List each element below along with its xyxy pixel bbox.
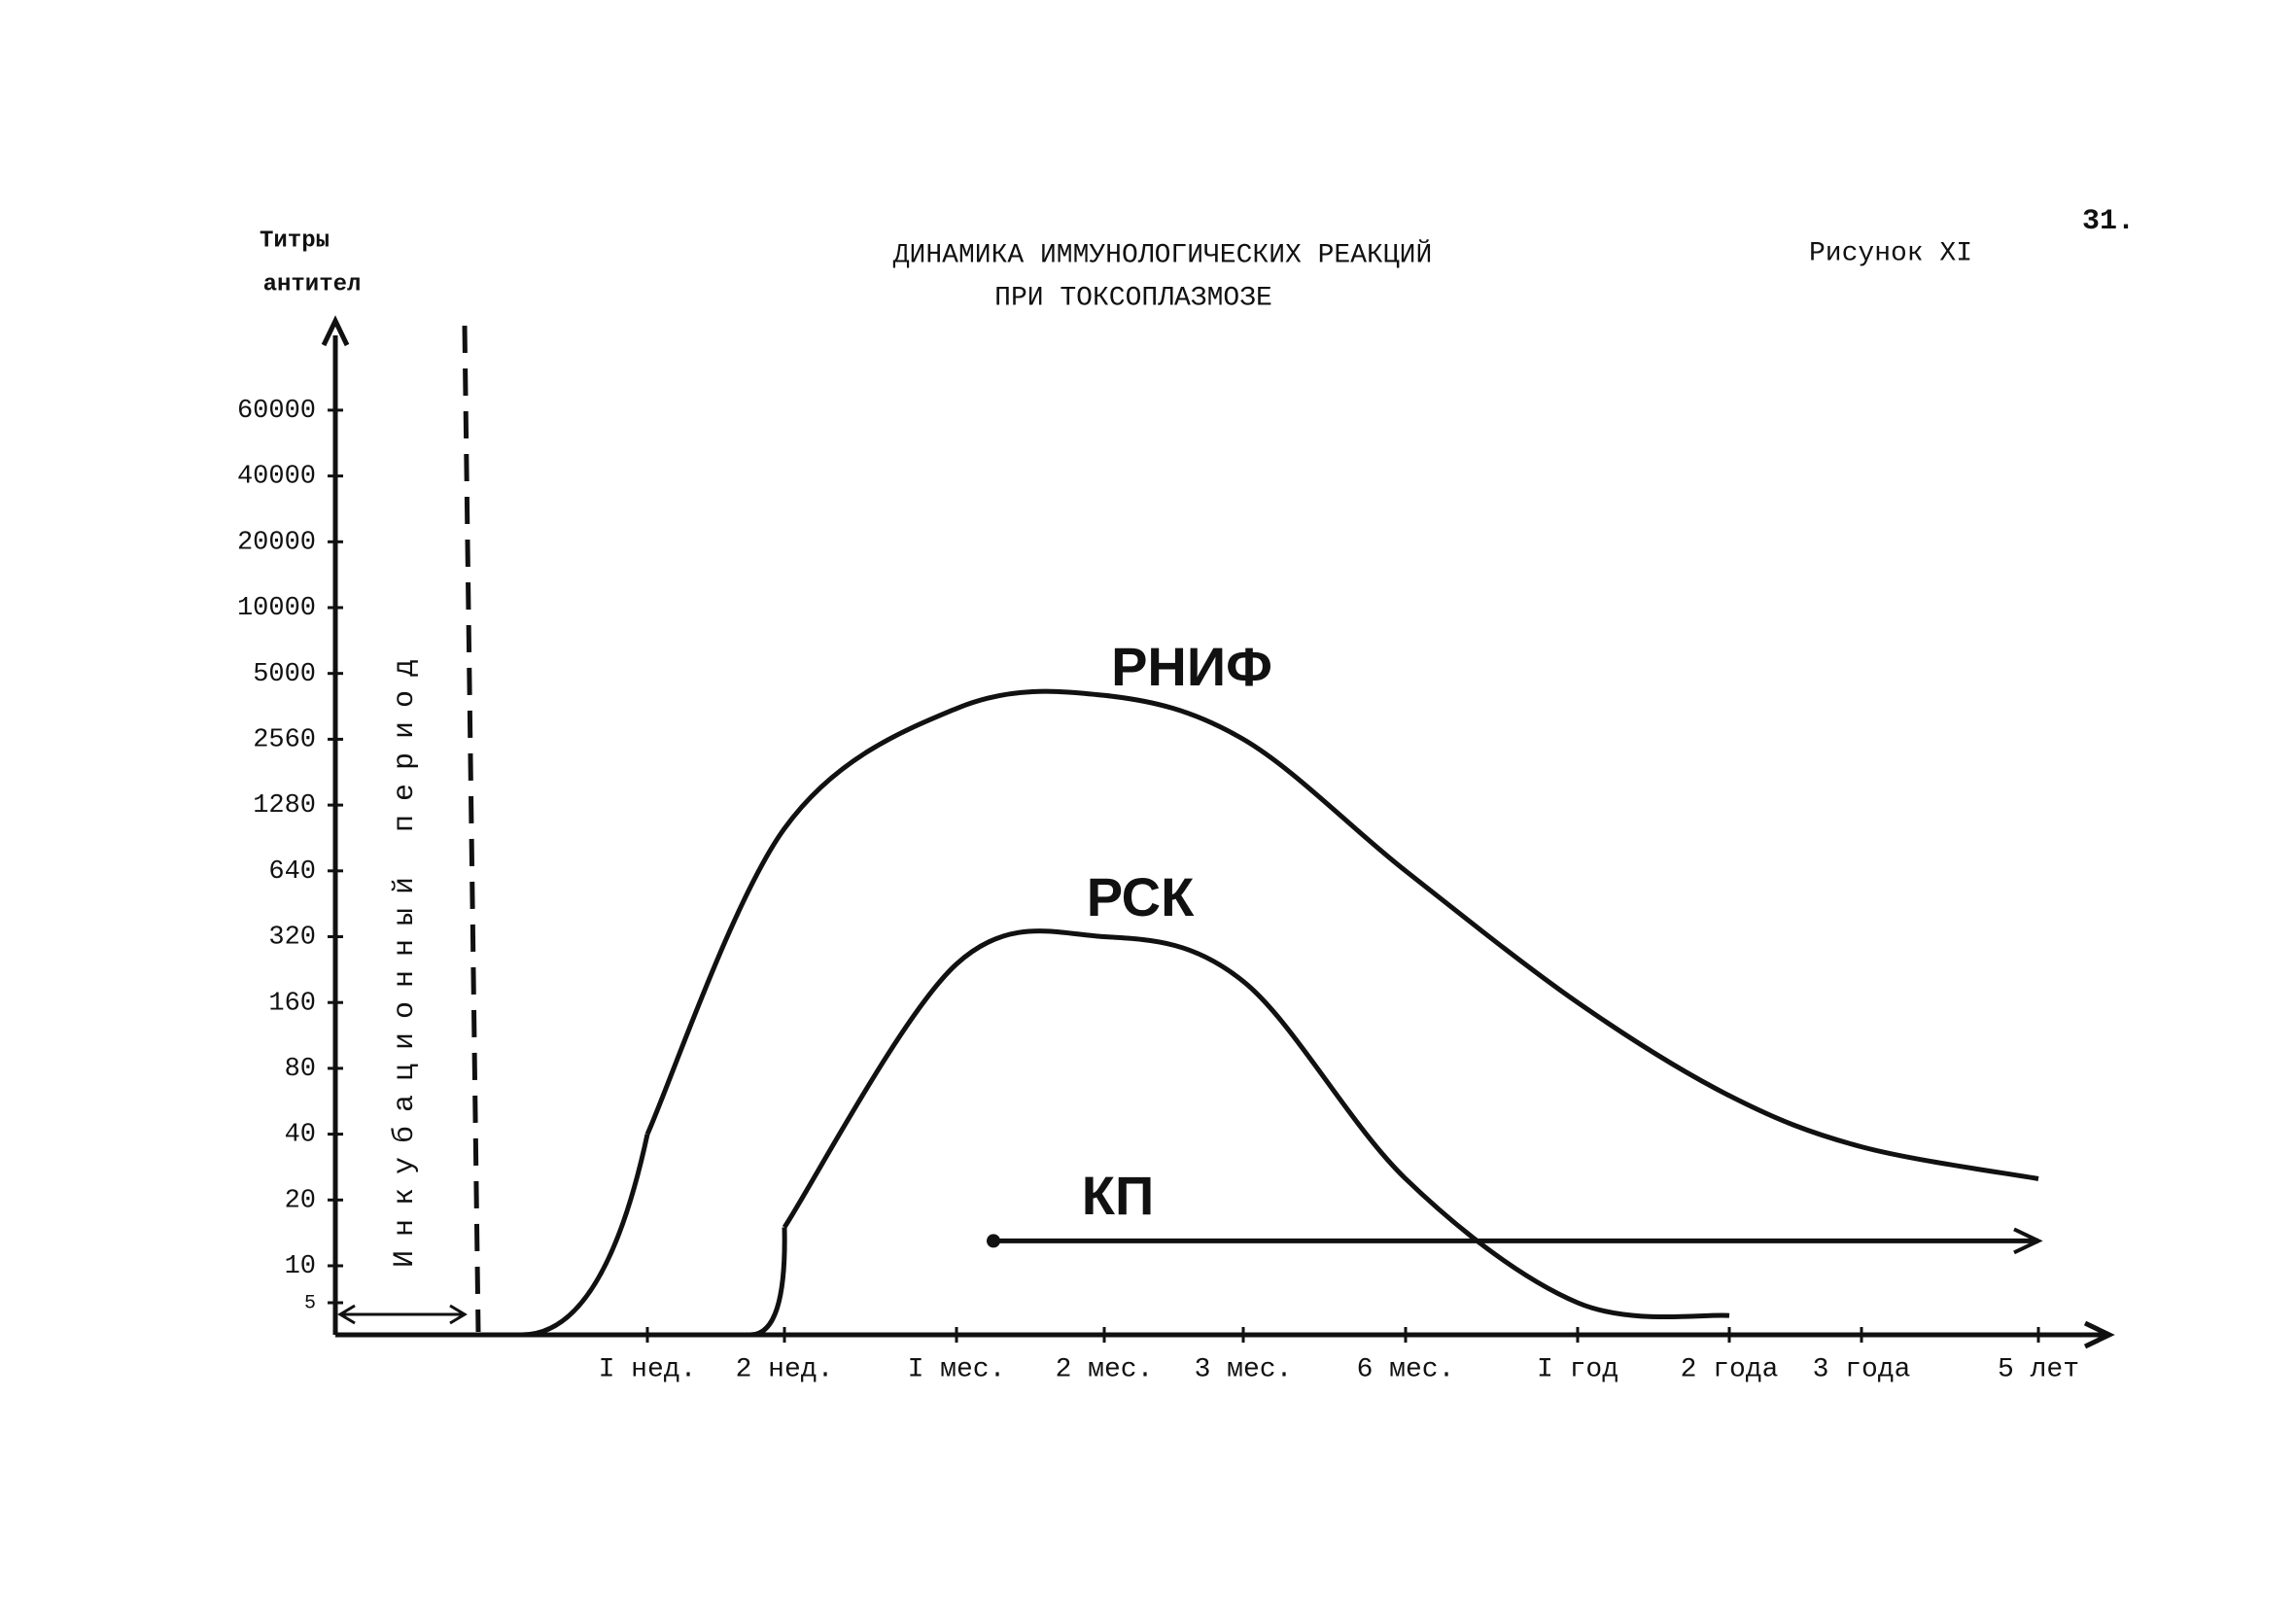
series-start-dot xyxy=(987,1234,1000,1248)
y-tick-label: 1280 xyxy=(253,791,316,821)
y-tick-label: 40000 xyxy=(237,463,316,492)
x-tick-label: 2 мес. xyxy=(1056,1354,1154,1384)
y-label: Титры xyxy=(260,227,330,254)
x-tick-label: 6 мес. xyxy=(1357,1354,1455,1384)
series-label: РСК xyxy=(1087,866,1195,927)
series-label: РНИФ xyxy=(1111,636,1272,697)
y-tick-label: 640 xyxy=(268,857,316,887)
x-tick-label: I нед. xyxy=(599,1354,697,1384)
x-axis-arrow xyxy=(2083,1320,2115,1349)
y-axis-arrow xyxy=(321,315,350,347)
y-tick-label: 20 xyxy=(285,1186,316,1215)
series-lead-in xyxy=(521,1134,650,1338)
y-tick-label: 20000 xyxy=(237,528,316,557)
y-tick-label: 60000 xyxy=(237,397,316,426)
incubation-label: Инкубационный период xyxy=(389,646,422,1268)
x-tick-label: 3 года xyxy=(1813,1354,1911,1384)
y-tick-label: 5 xyxy=(304,1292,316,1314)
y-label: антител xyxy=(263,271,362,297)
y-tick-label: 40 xyxy=(285,1121,316,1150)
series-line xyxy=(782,928,1730,1320)
series-lead-in xyxy=(749,1227,787,1338)
y-tick-label: 160 xyxy=(268,989,316,1018)
chart-subtitle: ПРИ ТОКСОПЛАЗМОЗЕ xyxy=(994,283,1272,313)
x-tick-label: I мес. xyxy=(908,1354,1006,1384)
x-tick-label: 2 года xyxy=(1681,1354,1779,1384)
x-tick-label: 5 лет xyxy=(1998,1354,2079,1384)
series-label: КП xyxy=(1082,1165,1154,1226)
x-tick-label: 3 мес. xyxy=(1195,1354,1293,1384)
x-tick-label: I год xyxy=(1537,1354,1618,1384)
incubation-arrowheads xyxy=(337,1304,468,1325)
series-arrowhead xyxy=(2013,1227,2043,1255)
y-tick-label: 10000 xyxy=(237,594,316,623)
y-tick-label: 10 xyxy=(285,1252,316,1281)
y-tick-label: 2560 xyxy=(253,726,316,755)
chart-title: ДИНАМИКА ИММУНОЛОГИЧЕСКИХ РЕАКЦИЙ xyxy=(893,239,1433,270)
y-tick-label: 320 xyxy=(268,924,316,953)
incubation-boundary xyxy=(462,325,481,1333)
figure-label: Рисунок XI xyxy=(1809,238,1972,268)
y-tick-label: 5000 xyxy=(253,660,316,689)
x-tick-label: 2 нед. xyxy=(736,1354,834,1384)
y-tick-label: 80 xyxy=(285,1055,316,1084)
series-line xyxy=(644,688,2039,1181)
page-number: 31. xyxy=(2082,205,2135,238)
